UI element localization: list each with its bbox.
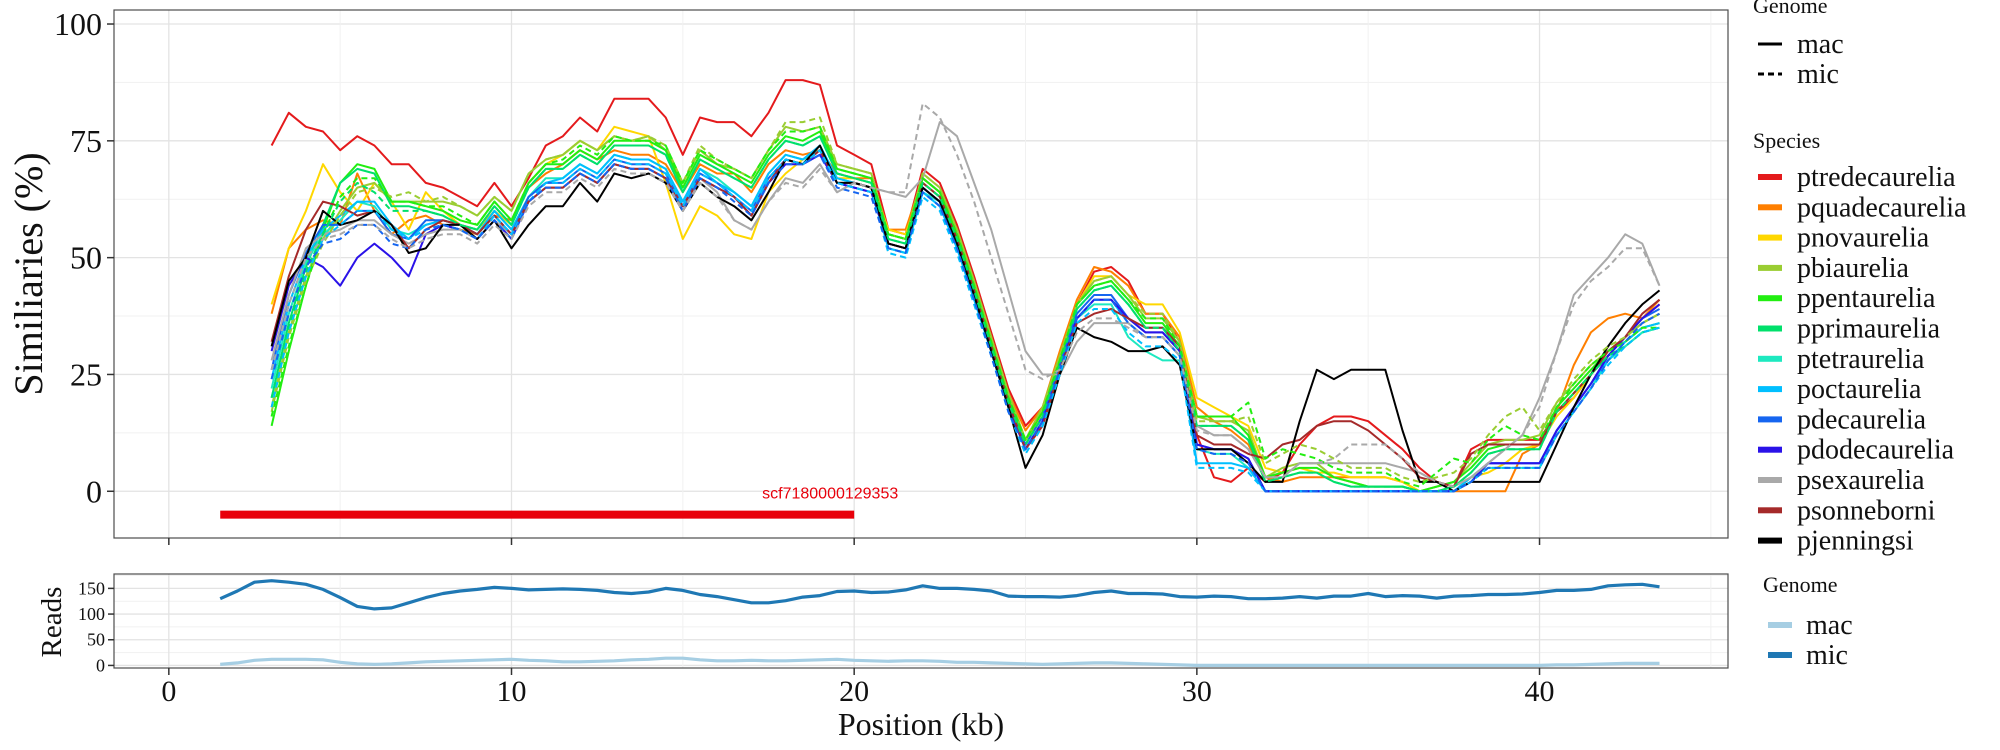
- y-tick-label: 50: [87, 630, 105, 650]
- reads-gridlines: [114, 574, 1728, 668]
- similarity-y-axis: 0 25 50 75 100: [54, 6, 114, 509]
- reads-y-axis: 0 50 100 150: [78, 578, 114, 675]
- reads-x-axis: 0 10 20 30 40: [161, 668, 1555, 708]
- legend-label-psexaurelia: psexaurelia: [1797, 465, 1925, 496]
- legend-key-pdodecaurelia: [1758, 446, 1782, 453]
- legend-key-ptetraurelia: [1758, 355, 1782, 362]
- legend-key-pbiaurelia: [1758, 264, 1782, 271]
- x-axis-label: Position (kb): [838, 706, 1004, 742]
- series-line-pdecaurelia-mic: [270, 153, 1660, 493]
- reads-line-mac: [220, 656, 1660, 668]
- legend-key-pquadecaurelia: [1758, 204, 1782, 211]
- y-tick-label: 100: [54, 6, 102, 42]
- y-tick-label: 75: [70, 123, 102, 159]
- y-tick-label: 100: [78, 604, 105, 624]
- similarity-gridlines: [114, 10, 1728, 538]
- legend-species: Species ptredecaureliapquadecaureliapnov…: [1753, 128, 1967, 557]
- reads-lines: [219, 579, 1660, 668]
- legend-label-ptredecaurelia: ptredecaurelia: [1797, 162, 1956, 193]
- y-tick-label: 25: [70, 356, 102, 392]
- legend-key-psexaurelia: [1758, 477, 1782, 483]
- x-tick-label: 20: [839, 675, 869, 708]
- legend-key-pprimaurelia: [1758, 325, 1782, 332]
- similarity-panel-border: [113, 9, 1729, 539]
- scaffold-label: scf7180000129353: [762, 486, 898, 503]
- y-tick-label: 0: [96, 655, 105, 675]
- y-tick-label: 0: [86, 473, 102, 509]
- legend-reads-genome-title: Genome: [1763, 572, 1838, 597]
- reads-legend-label-mac: mac: [1806, 610, 1853, 641]
- legend-label-pprimaurelia: pprimaurelia: [1797, 314, 1941, 345]
- series-line-psexaurelia-mac: [270, 121, 1661, 488]
- legend-key-pdecaurelia: [1758, 416, 1782, 423]
- legend-label-pbiaurelia: pbiaurelia: [1797, 253, 1910, 284]
- similarity-y-axis-label: Similiaries (%): [6, 152, 51, 395]
- legend-key-psonneborni: [1758, 507, 1782, 514]
- series-line-pjenningsi-mac: [270, 144, 1661, 493]
- scaffold-bar: [220, 510, 855, 519]
- legend-label-pdecaurelia: pdecaurelia: [1797, 404, 1927, 435]
- legend-key-pnovaurelia: [1758, 234, 1782, 241]
- x-tick-label: 40: [1525, 675, 1555, 708]
- similarity-x-axis: [168, 538, 1541, 545]
- legend-key-ppentaurelia: [1758, 295, 1782, 302]
- legend-label-psonneborni: psonneborni: [1797, 495, 1936, 526]
- reads-panel-border: [113, 573, 1729, 669]
- scaffold-annotation: scf7180000129353: [220, 486, 898, 519]
- y-tick-label: 50: [70, 240, 102, 276]
- legend-mic-label: mic: [1797, 59, 1839, 90]
- similarity-panel: scf7180000129353 0 25 50 75 100 Similiaries …: [6, 6, 1729, 545]
- legend-key-pjenningsi: [1758, 537, 1782, 544]
- legend-genome-title: Genome: [1753, 0, 1828, 18]
- legend-key-poctaurelia: [1758, 386, 1782, 393]
- reads-line-mic: [219, 579, 1660, 611]
- series-line-poctaurelia-mic: [270, 149, 1660, 493]
- legend-mac-label: mac: [1797, 29, 1844, 60]
- reads-legend-key-mic: [1768, 652, 1792, 658]
- series-line-pprimaurelia-mic: [270, 135, 1660, 493]
- legend-label-ptetraurelia: ptetraurelia: [1797, 344, 1925, 375]
- legend-species-title: Species: [1753, 128, 1820, 153]
- series-line-ptredecaurelia-mac: [270, 79, 1661, 488]
- series-line-pbiaurelia-mic: [270, 116, 1660, 483]
- legend-label-pquadecaurelia: pquadecaurelia: [1797, 192, 1967, 223]
- reads-y-axis-label: Reads: [36, 587, 68, 658]
- similarity-panel-background: [114, 10, 1728, 538]
- series-line-psexaurelia-mic: [270, 102, 1661, 488]
- similarity-lines: [270, 79, 1661, 493]
- legend-label-pdodecaurelia: pdodecaurelia: [1797, 435, 1955, 466]
- reads-legend-label-mic: mic: [1806, 640, 1848, 671]
- series-line-ppentaurelia-mic: [270, 125, 1660, 488]
- legend-label-poctaurelia: poctaurelia: [1797, 374, 1922, 405]
- x-tick-label: 10: [497, 675, 527, 708]
- legend-label-ppentaurelia: ppentaurelia: [1797, 283, 1936, 314]
- y-tick-label: 150: [78, 578, 105, 598]
- x-tick-label: 0: [161, 675, 176, 708]
- legend-top-genome: Genome mac mic: [1753, 0, 1844, 90]
- legend-label-pjenningsi: pjenningsi: [1797, 526, 1914, 557]
- legend-key-ptredecaurelia: [1758, 174, 1782, 180]
- reads-legend-key-mac: [1768, 622, 1792, 628]
- legend-label-pnovaurelia: pnovaurelia: [1797, 223, 1930, 254]
- reads-panel: 0 50 100 150 0 10 20 30 40 Reads Position (kb): [36, 573, 1729, 742]
- x-tick-label: 30: [1182, 675, 1212, 708]
